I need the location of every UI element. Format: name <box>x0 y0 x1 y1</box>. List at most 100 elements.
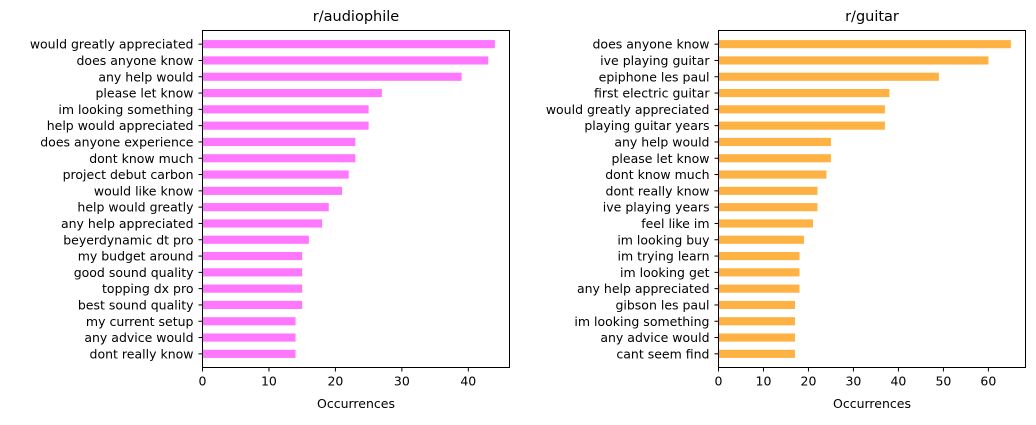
x-tick-label: 40 <box>460 374 476 389</box>
x-axis-title: Occurrences <box>833 396 911 411</box>
category-label: any advice would <box>600 330 709 345</box>
bar <box>202 235 309 244</box>
category-label: help would greatly <box>77 200 194 215</box>
bar <box>202 251 303 261</box>
bar <box>718 300 795 310</box>
bar <box>202 121 369 130</box>
category-label: dont really know <box>606 183 710 198</box>
category-label: best sound quality <box>78 297 194 312</box>
category-label: my budget around <box>78 249 194 264</box>
category-label: any help appreciated <box>577 281 710 296</box>
category-label: im looking get <box>620 265 710 280</box>
panel-audiophile: r/audiophile would greatly appreciateddo… <box>30 9 510 411</box>
plot-frame <box>202 30 510 368</box>
bar <box>202 300 303 310</box>
bar <box>718 186 818 195</box>
bar <box>202 88 382 98</box>
category-label: playing guitar years <box>584 118 709 133</box>
bar <box>718 219 813 228</box>
category-label: cant seem find <box>616 346 709 361</box>
bar <box>202 105 369 114</box>
x-tick-label: 20 <box>327 374 343 389</box>
bar <box>202 186 343 195</box>
bar <box>718 88 890 98</box>
category-label: epiphone les paul <box>599 69 710 84</box>
category-label: any help appreciated <box>61 216 194 231</box>
bar <box>718 235 804 244</box>
x-axis-ticks: 0 10 20 30 40 50 60 <box>715 367 996 389</box>
category-label: im looking something <box>58 102 193 117</box>
bar <box>202 203 329 212</box>
category-label: good sound quality <box>74 265 194 280</box>
plot-frame <box>718 30 1026 368</box>
category-label: im looking something <box>574 314 709 329</box>
x-tick-label: 0 <box>199 374 207 389</box>
bar <box>718 203 818 212</box>
bar <box>718 333 795 342</box>
x-tick-label: 20 <box>801 374 817 389</box>
bar <box>718 154 831 163</box>
x-axis-ticks: 0 10 20 30 40 <box>199 367 476 389</box>
bar <box>718 284 800 293</box>
bar <box>718 56 989 65</box>
category-label: does anyone know <box>76 53 193 68</box>
category-label: dont know much <box>605 167 709 182</box>
category-label: ive playing guitar <box>600 53 710 68</box>
category-label: please let know <box>95 86 193 101</box>
bar <box>718 105 885 114</box>
category-label: does anyone know <box>592 37 709 52</box>
category-label: project debut carbon <box>63 167 194 182</box>
x-tick-label: 10 <box>756 374 772 389</box>
category-label: help would appreciated <box>47 118 194 133</box>
bar <box>202 317 296 326</box>
category-label: does anyone experience <box>40 134 194 149</box>
x-axis-title: Occurrences <box>317 396 395 411</box>
x-tick-label: 50 <box>935 374 951 389</box>
category-label: im looking buy <box>617 232 710 247</box>
bar <box>718 349 795 358</box>
bar <box>718 40 1011 49</box>
category-label: dont know much <box>89 151 193 166</box>
category-label: feel like im <box>641 216 709 231</box>
category-label: would greatly appreciated <box>30 37 194 52</box>
bar <box>202 219 323 228</box>
category-label: dont really know <box>90 346 194 361</box>
x-tick-label: 40 <box>890 374 906 389</box>
bar <box>202 284 303 293</box>
category-label: my current setup <box>86 314 194 329</box>
x-tick-label: 60 <box>980 374 996 389</box>
category-label: beyerdynamic dt pro <box>63 232 193 247</box>
category-label: first electric guitar <box>594 86 710 101</box>
bar <box>718 121 885 130</box>
bar <box>202 56 489 65</box>
x-tick-label: 10 <box>261 374 277 389</box>
category-label: any advice would <box>84 330 193 345</box>
bar <box>202 154 356 163</box>
bar <box>202 333 296 342</box>
bar <box>718 137 831 147</box>
bar <box>202 137 356 147</box>
category-label: would greatly appreciated <box>546 102 710 117</box>
category-label: ive playing years <box>603 200 710 215</box>
bar <box>718 317 795 326</box>
bar <box>718 170 827 179</box>
category-label: im trying learn <box>617 249 709 264</box>
chart-title: r/audiophile <box>313 9 399 25</box>
category-label: any help would <box>98 69 193 84</box>
x-tick-label: 30 <box>394 374 410 389</box>
category-label: would like know <box>94 183 194 198</box>
bar <box>202 72 462 81</box>
bar <box>718 72 939 81</box>
bar-group <box>718 40 1011 358</box>
bar <box>718 268 800 277</box>
category-label: any help would <box>614 134 709 149</box>
bar-group <box>202 40 495 358</box>
x-tick-label: 30 <box>845 374 861 389</box>
chart-title: r/guitar <box>845 9 899 25</box>
bar <box>202 40 495 49</box>
bar <box>202 170 349 179</box>
